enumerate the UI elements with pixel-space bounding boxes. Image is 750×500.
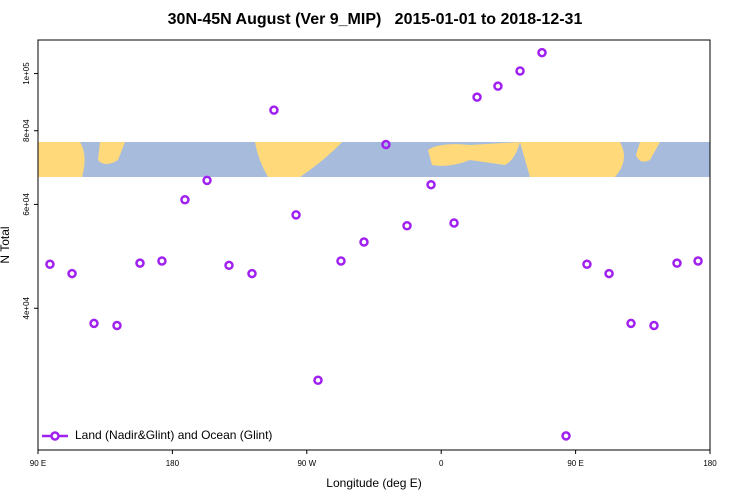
point xyxy=(537,47,547,58)
point xyxy=(582,259,592,269)
y-tick-label: 1e+05 xyxy=(22,62,31,85)
plot-frame xyxy=(37,39,711,451)
point xyxy=(472,92,482,102)
x-tick-label: 0 xyxy=(439,459,444,468)
map-strip xyxy=(38,142,710,177)
point xyxy=(291,210,301,220)
point xyxy=(449,218,459,228)
point xyxy=(426,179,436,190)
point xyxy=(381,139,391,150)
point xyxy=(247,268,257,279)
chart-title: 30N-45N August (Ver 9_MIP) 2015-01-01 to… xyxy=(168,11,583,28)
point xyxy=(649,320,659,331)
point xyxy=(672,258,682,268)
point xyxy=(604,268,614,279)
point xyxy=(157,256,167,266)
point xyxy=(224,260,234,271)
x-tick-label: 90 E xyxy=(567,459,583,468)
point xyxy=(180,194,190,205)
point xyxy=(359,237,369,247)
point xyxy=(45,259,55,269)
point xyxy=(493,81,503,91)
y-axis-label: N Total xyxy=(0,226,12,263)
y-tick-label: 8e+04 xyxy=(22,119,31,142)
point xyxy=(693,256,703,266)
point xyxy=(313,375,323,385)
x-axis-label: Longitude (deg E) xyxy=(326,476,421,490)
x-tick-label: 90 W xyxy=(297,459,316,468)
x-tick-label: 180 xyxy=(703,459,717,468)
point xyxy=(89,318,99,329)
point xyxy=(515,66,525,76)
y-tick-label: 6e+04 xyxy=(22,193,31,216)
point xyxy=(336,256,346,266)
point xyxy=(202,175,212,186)
point xyxy=(112,320,122,331)
point xyxy=(402,221,412,231)
point xyxy=(269,105,279,115)
legend-marker xyxy=(50,431,60,441)
y-tick-label: 4e+04 xyxy=(22,296,31,319)
point xyxy=(626,318,636,329)
point xyxy=(67,268,77,279)
point xyxy=(561,431,571,441)
point xyxy=(135,258,145,268)
legend-label: Land (Nadir&Glint) and Ocean (Glint) xyxy=(75,428,272,442)
x-tick-label: 90 E xyxy=(30,459,46,468)
x-tick-label: 180 xyxy=(166,459,180,468)
